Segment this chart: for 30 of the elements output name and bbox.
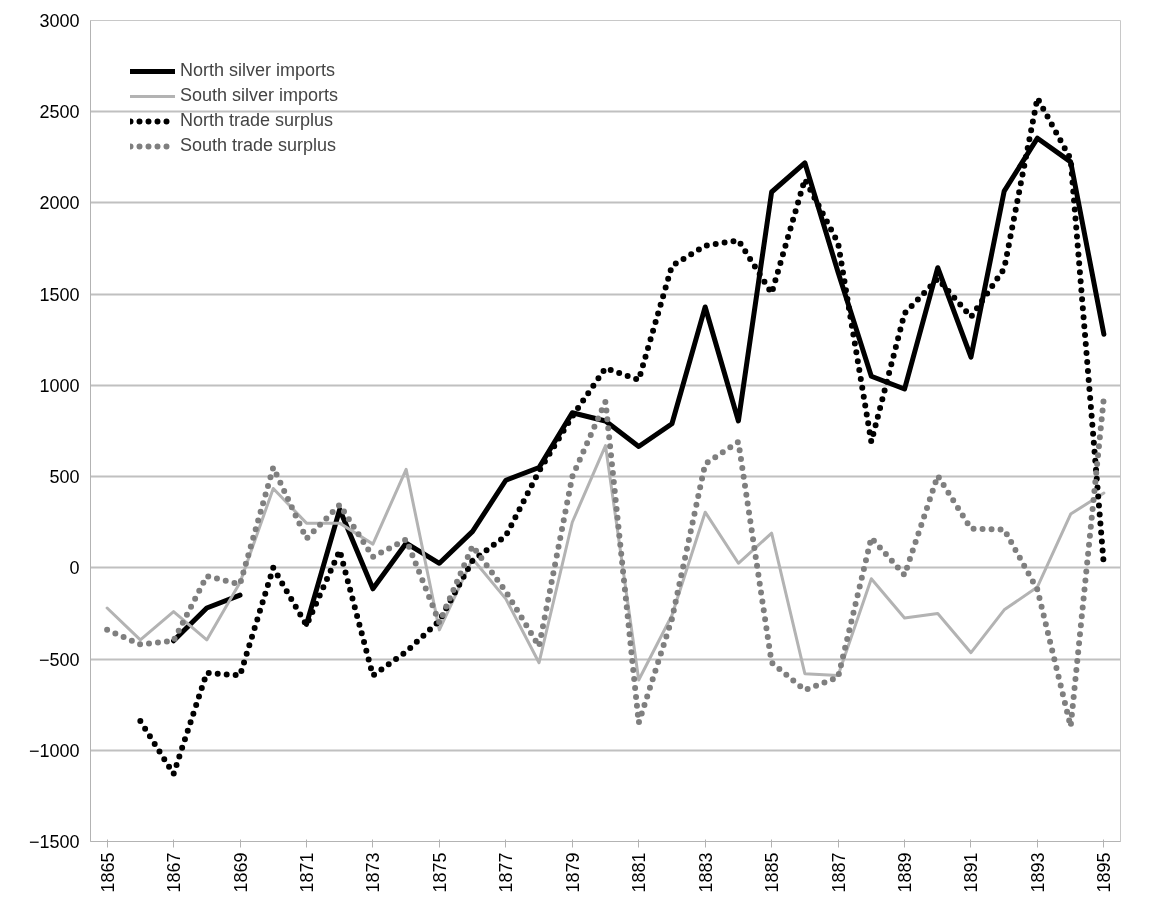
y-tick-label: −500: [38, 649, 80, 670]
y-tick-label: 0: [69, 558, 80, 579]
x-tick-label: 1881: [629, 852, 650, 893]
x-tick-label: 1895: [1094, 852, 1115, 893]
x-tick-label: 1889: [895, 852, 916, 893]
x-tick-label: 1893: [1027, 852, 1048, 893]
x-tick-label: 1885: [762, 852, 783, 893]
y-tick-label: 1000: [39, 375, 80, 396]
x-tick-label: 1875: [429, 852, 450, 893]
x-tick-label: 1865: [97, 852, 118, 893]
x-tick-label: 1871: [296, 852, 317, 893]
x-tick-label: 1867: [164, 852, 185, 893]
legend-label: North silver imports: [180, 60, 336, 81]
x-tick-label: 1879: [562, 852, 583, 893]
legend-label: North trade surplus: [180, 110, 334, 131]
y-tick-label: 1500: [39, 284, 80, 305]
y-tick-label: −1000: [28, 740, 80, 761]
y-tick-label: 500: [49, 467, 80, 488]
x-tick-label: 1873: [363, 852, 384, 893]
y-tick-label: 2000: [39, 193, 80, 214]
legend-label: South trade surplus: [180, 135, 337, 156]
x-tick-label: 1869: [230, 852, 251, 893]
x-tick-label: 1887: [828, 852, 849, 893]
y-tick-label: 3000: [39, 11, 80, 31]
y-tick-label: −1500: [28, 832, 80, 852]
x-tick-label: 1883: [695, 852, 716, 893]
y-tick-label: 2500: [39, 102, 80, 123]
x-tick-label: 1891: [961, 852, 982, 893]
x-tick-label: 1877: [496, 852, 517, 893]
legend-label: South silver imports: [180, 85, 339, 106]
